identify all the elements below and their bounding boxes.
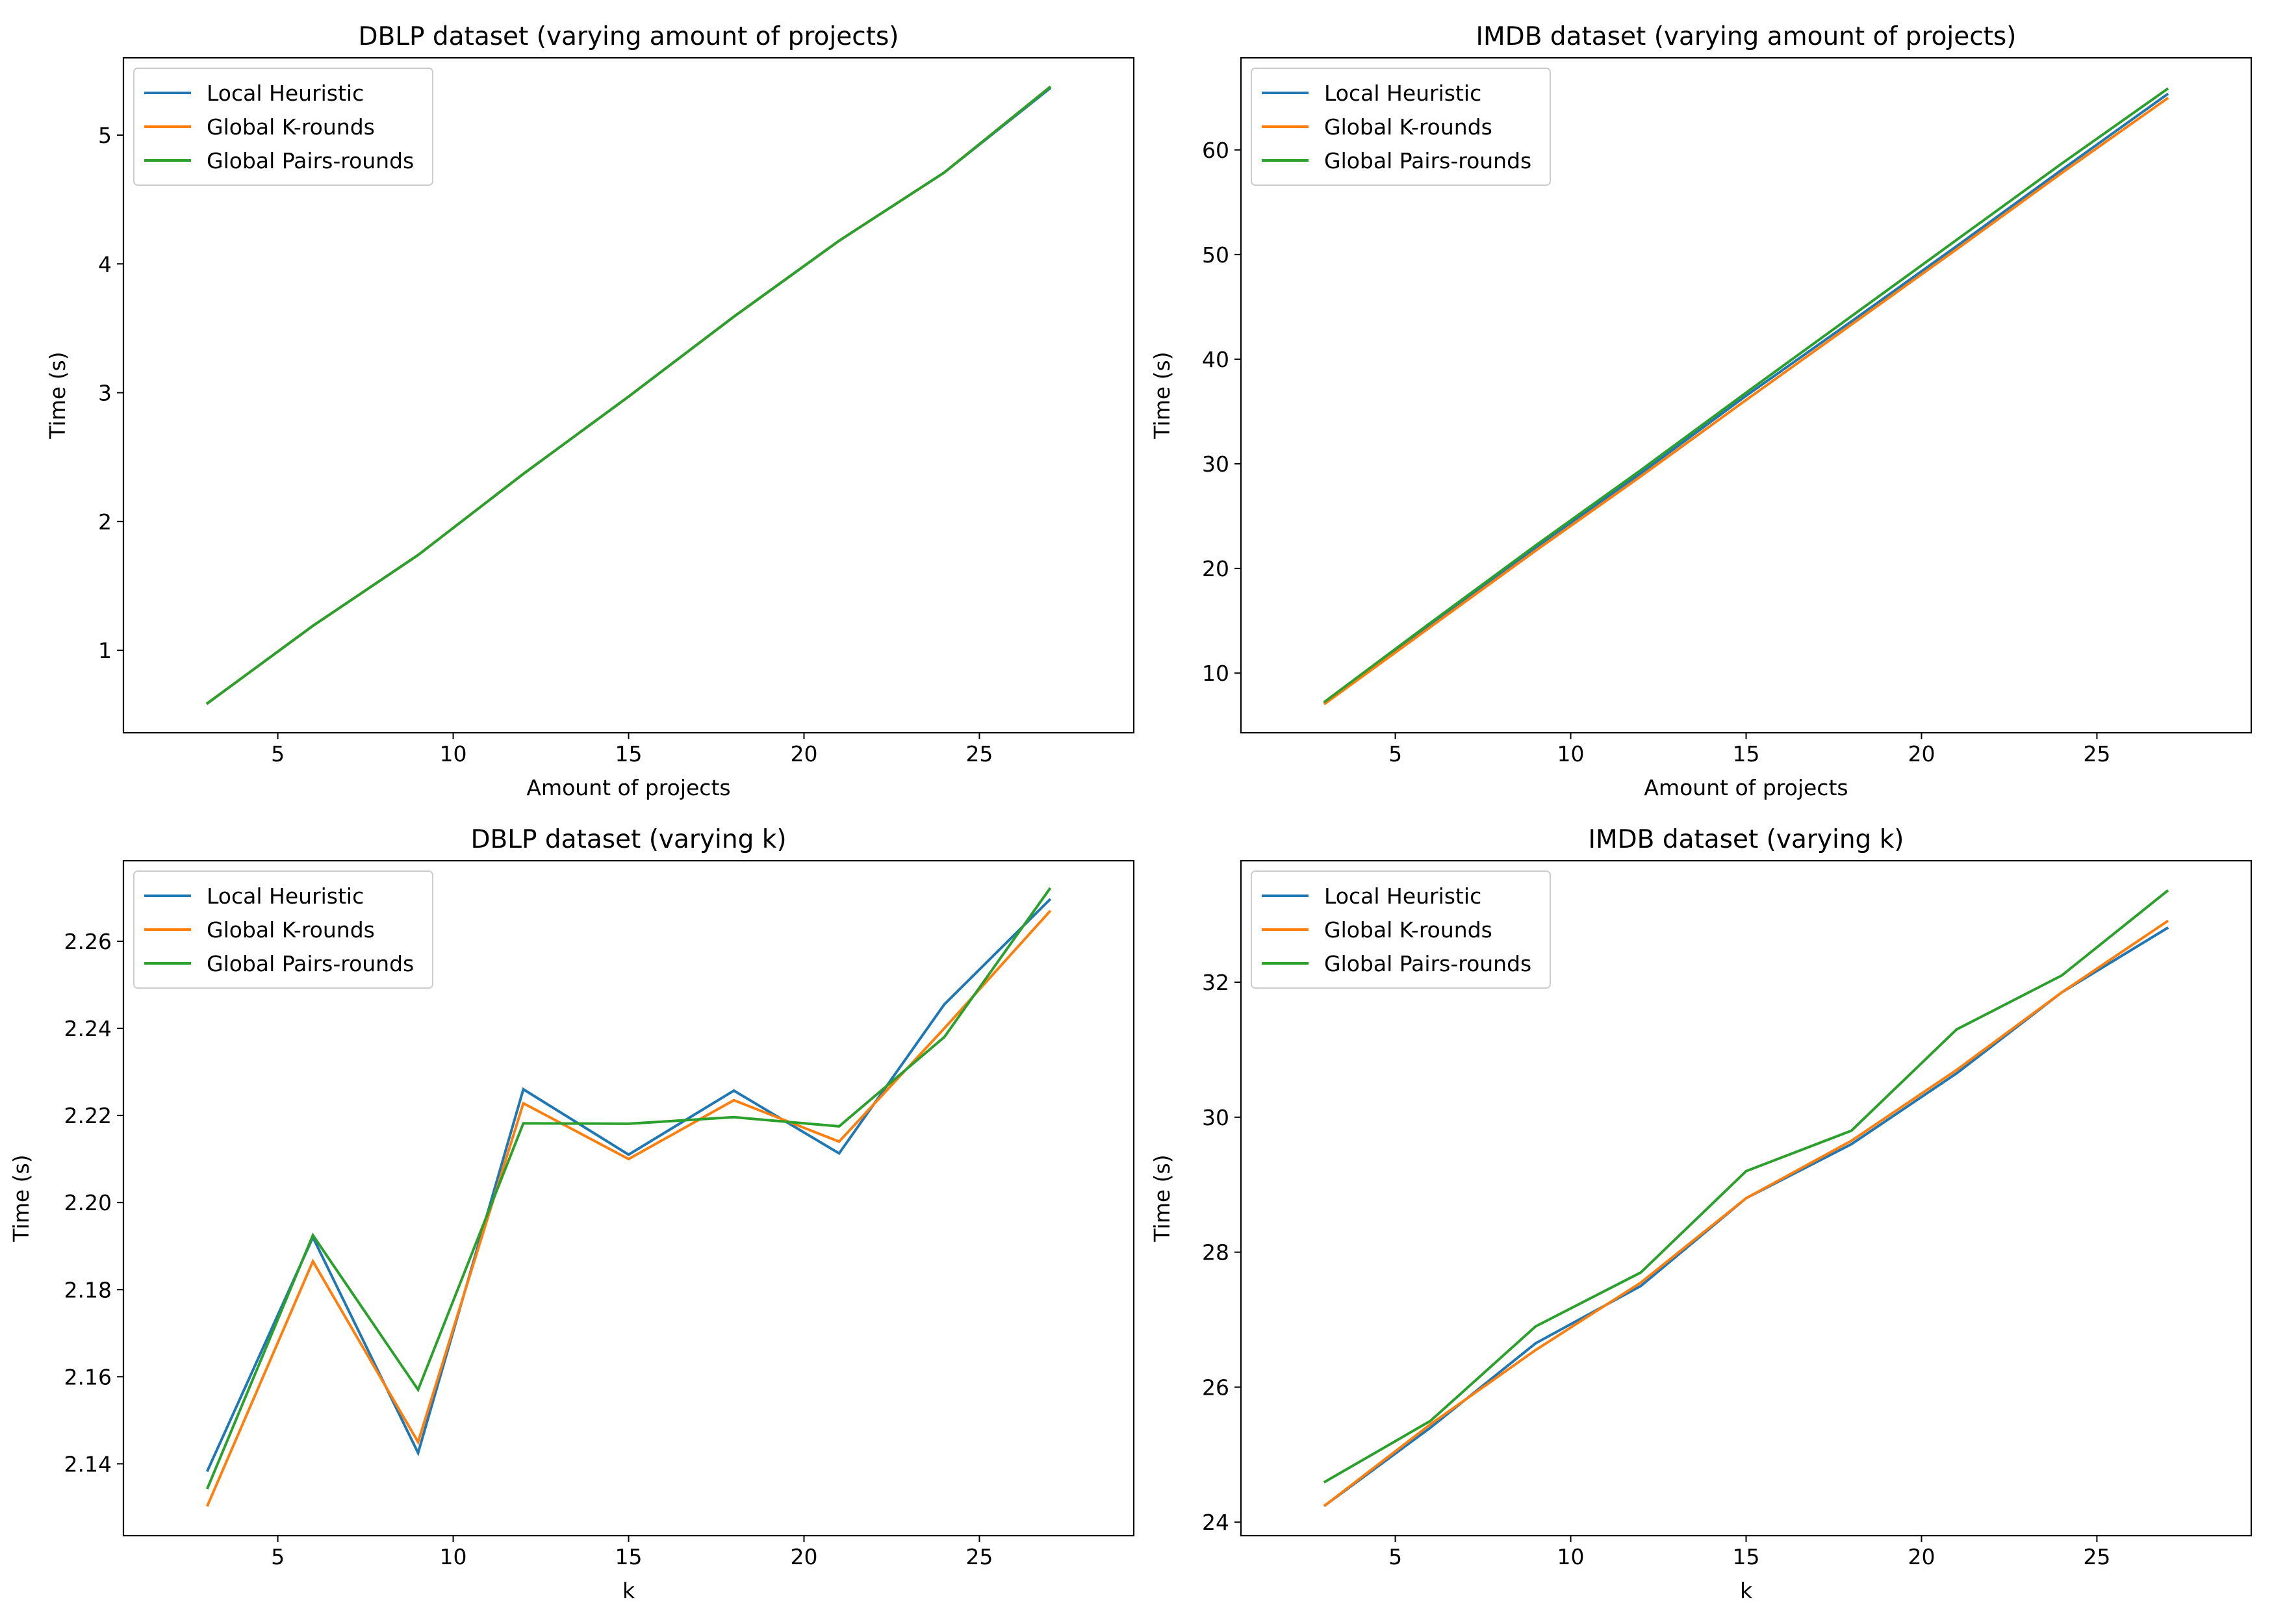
x-tick-label: 20 [790,1544,817,1569]
chart-panels: DBLP dataset (varying amount of projects… [8,22,2253,1603]
x-tick-label: 25 [965,741,993,767]
y-tick-label: 3 [98,381,112,406]
y-tick-label: 32 [1202,970,1229,995]
y-axis-label: Time (s) [1149,1154,1175,1242]
series-line-global-pairs-rounds [205,85,1052,705]
x-tick-label: 5 [271,1544,285,1569]
x-tick-label: 15 [615,741,643,767]
y-tick-label: 30 [1202,451,1229,477]
x-tick-label: 15 [615,1544,643,1569]
chart-panel-4: IMDB dataset (varying k) 5 10 15 20 25 24 26 28 3… [1149,825,2253,1603]
y-axis-label: Time (s) [8,1154,34,1242]
chart-panel-3: DBLP dataset (varying k) 5 10 15 20 25 2.14 2.1… [8,825,1135,1603]
legend: Local Heuristic Global K-rounds Global Pai… [133,870,433,989]
y-tick-label: 2.22 [64,1103,112,1128]
x-tick-label: 20 [1908,1544,1935,1569]
x-tick-label: 25 [2083,1544,2110,1569]
y-tick-label: 2.18 [64,1277,112,1302]
series-line-global-k-rounds [1323,919,2169,1508]
y-tick-label: 2.20 [64,1190,112,1215]
x-tick-label: 25 [2083,741,2110,767]
x-tick-label: 20 [790,741,817,767]
legend-box [133,870,433,989]
y-tick-label: 60 [1202,138,1229,163]
y-tick-label: 5 [98,123,112,148]
legend-label: Local Heuristic [207,81,364,106]
chart-title: DBLP dataset (varying k) [470,825,786,854]
y-axis-label: Time (s) [45,351,70,439]
x-tick-label: 10 [1557,1544,1585,1569]
x-tick-label: 10 [440,1544,467,1569]
legend-label: Local Heuristic [1324,883,1481,909]
legend: Local Heuristic Global K-rounds Global Pai… [1251,68,1551,186]
x-tick-label: 10 [1557,741,1585,767]
y-tick-label: 2.24 [64,1016,112,1041]
series-line-local-heuristic [205,898,1052,1473]
chart-title: IMDB dataset (varying amount of projects… [1476,22,2017,51]
x-tick-label: 10 [440,741,467,767]
series-line-global-pairs-rounds [1323,889,2169,1484]
x-tick-label: 25 [965,1544,993,1569]
y-tick-label: 26 [1202,1375,1229,1400]
legend-label: Global K-rounds [207,917,375,943]
series-lines [1323,87,2169,705]
x-axis-label: k [622,1578,635,1603]
legend-label: Global K-rounds [207,114,375,140]
chart-panel-2: IMDB dataset (varying amount of projects… [1149,22,2253,800]
legend-label: Global Pairs-rounds [207,148,414,173]
y-tick-label: 2.14 [64,1451,112,1477]
y-tick-label: 2.26 [64,929,112,954]
series-line-global-pairs-rounds [1323,87,2169,704]
legend-label: Local Heuristic [207,883,364,909]
legend-label: Global Pairs-rounds [1324,148,1531,173]
legend-label: Global Pairs-rounds [207,951,414,976]
series-line-global-pairs-rounds [205,887,1052,1490]
y-tick-label: 50 [1202,242,1229,268]
x-axis-label: Amount of projects [1644,775,1848,800]
chart-panel-1: DBLP dataset (varying amount of projects… [45,22,1135,800]
y-tick-label: 4 [98,251,112,277]
y-tick-label: 2.16 [64,1364,112,1389]
x-tick-label: 15 [1733,1544,1760,1569]
chart-title: DBLP dataset (varying amount of projects… [358,22,899,51]
x-axis-label: Amount of projects [526,775,730,800]
y-tick-label: 24 [1202,1510,1229,1535]
series-lines [205,887,1052,1507]
x-tick-label: 5 [1388,741,1402,767]
chart-title: IMDB dataset (varying k) [1589,825,1904,854]
series-lines [1323,889,2169,1508]
x-axis-label: k [1740,1578,1753,1603]
legend: Local Heuristic Global K-rounds Global Pai… [133,68,433,186]
series-line-global-k-rounds [1323,97,2169,705]
legend-box [1251,870,1551,989]
x-tick-label: 20 [1908,741,1935,767]
series-lines [205,85,1052,705]
legend-label: Local Heuristic [1324,81,1481,106]
y-tick-label: 40 [1202,347,1229,372]
y-tick-label: 2 [98,509,112,535]
y-tick-label: 1 [98,638,112,663]
legend-box [1251,68,1551,186]
x-tick-label: 5 [1388,1544,1402,1569]
x-tick-label: 15 [1733,741,1760,767]
legend-box [133,68,433,186]
y-tick-label: 10 [1202,661,1229,686]
x-tick-label: 5 [271,741,285,767]
y-tick-label: 30 [1202,1105,1229,1130]
legend-label: Global K-rounds [1324,114,1492,140]
legend-label: Global K-rounds [1324,917,1492,943]
y-tick-label: 28 [1202,1240,1229,1265]
y-axis-label: Time (s) [1149,351,1175,439]
y-tick-label: 20 [1202,556,1229,581]
legend-label: Global Pairs-rounds [1324,951,1531,976]
legend: Local Heuristic Global K-rounds Global Pai… [1251,870,1551,989]
